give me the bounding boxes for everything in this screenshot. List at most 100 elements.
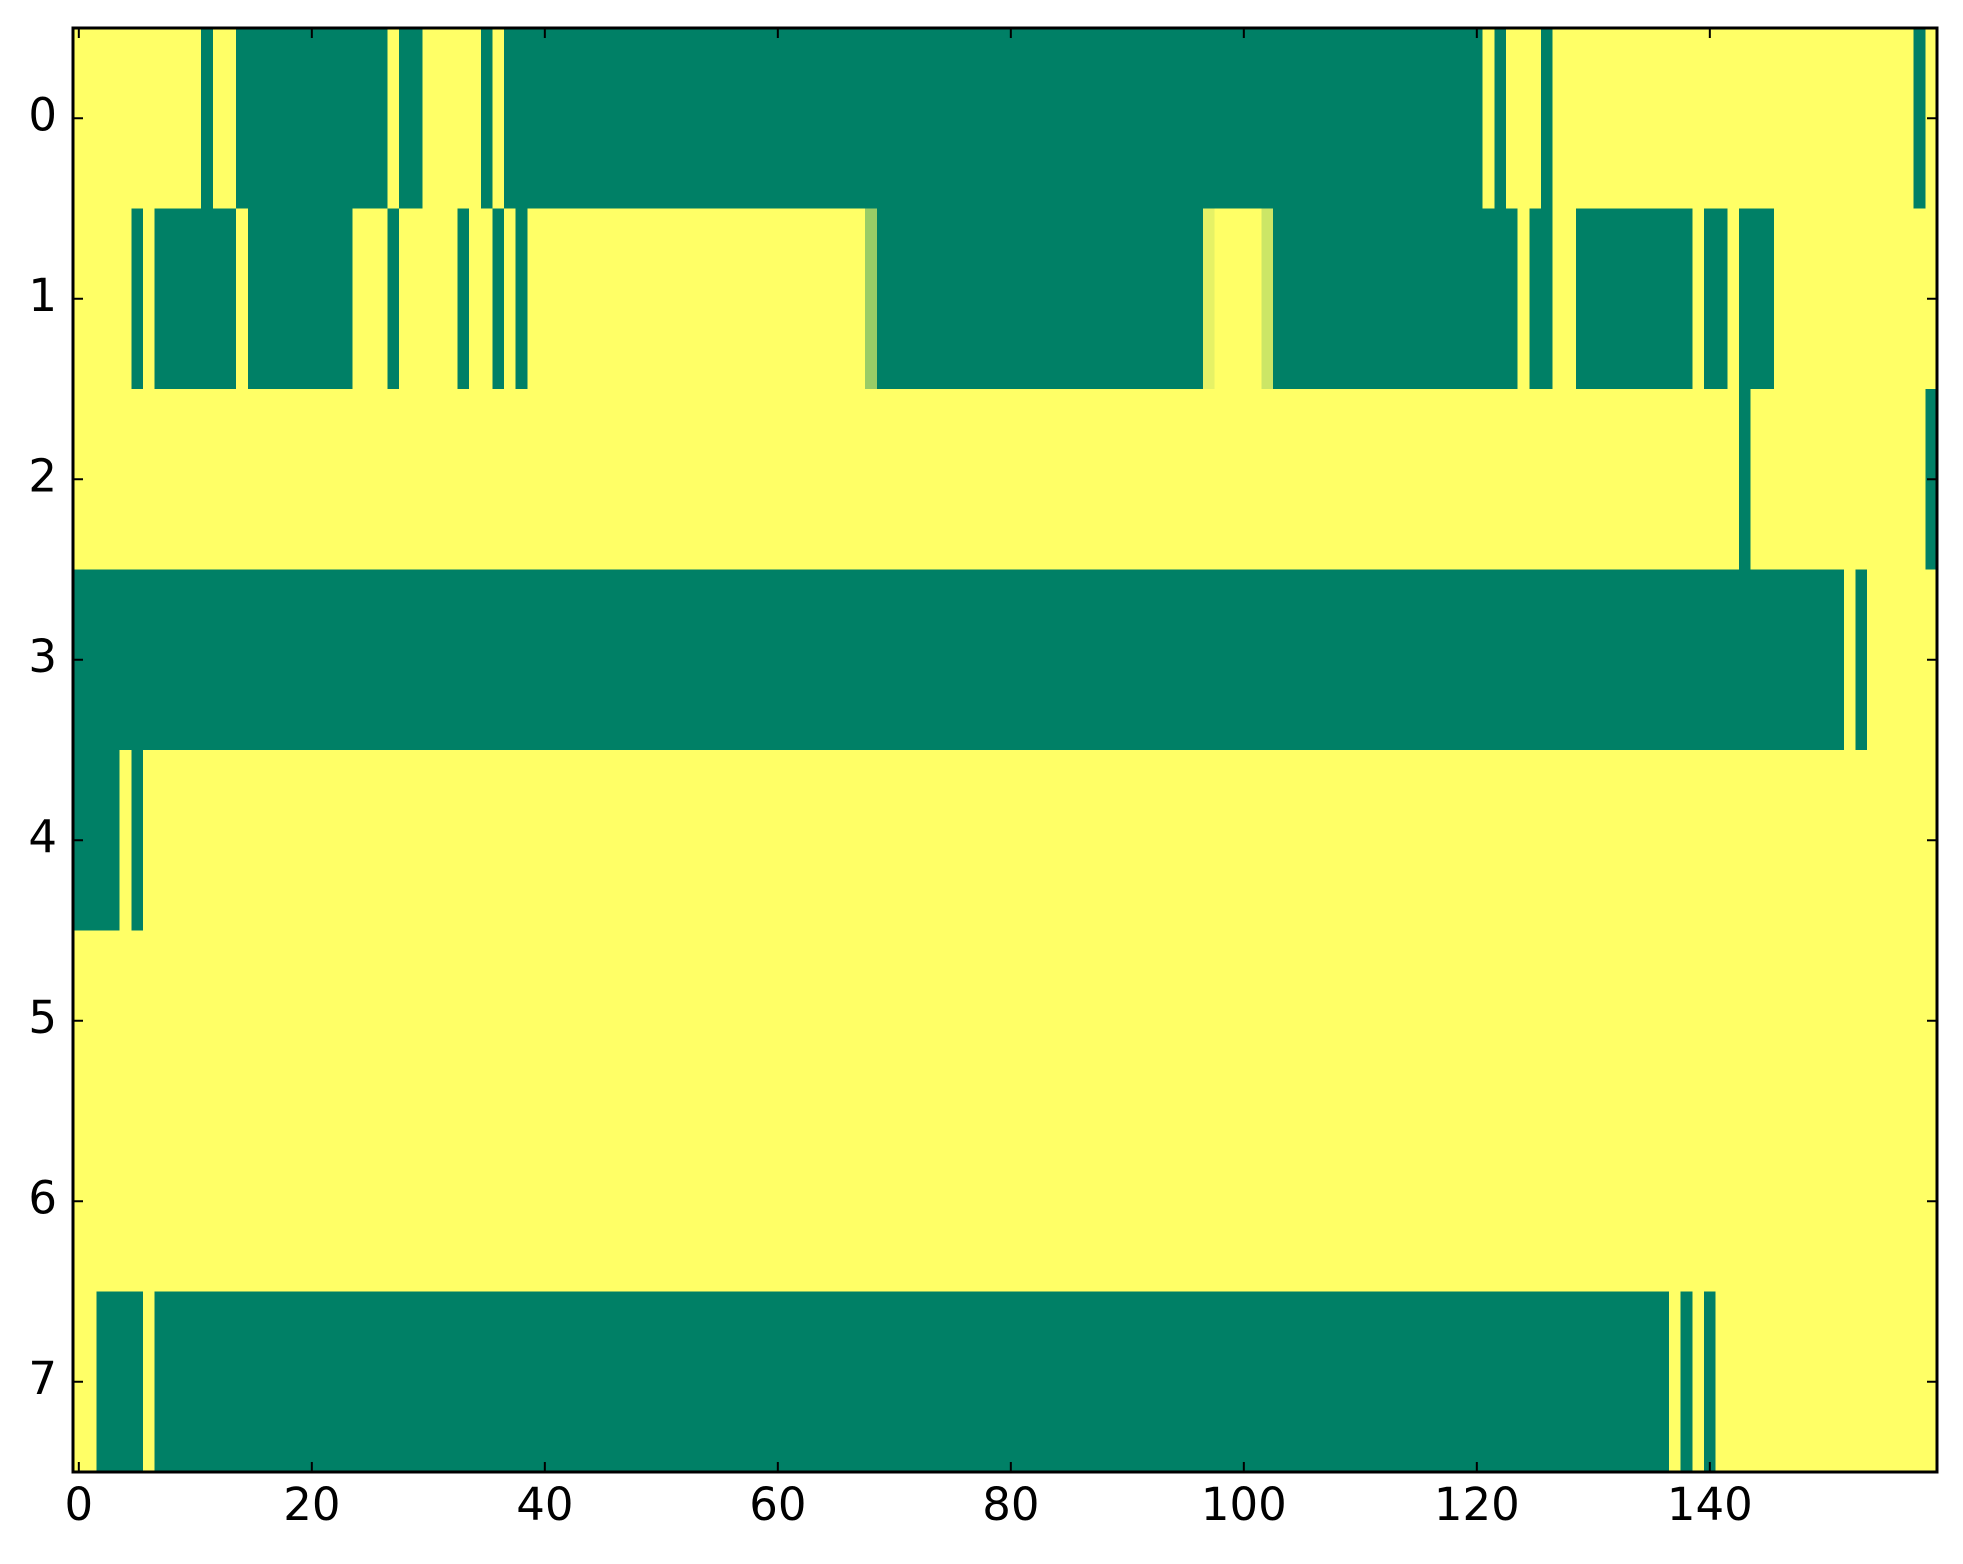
cell xyxy=(841,569,855,751)
cell xyxy=(469,750,482,932)
cell xyxy=(1634,1291,1647,1473)
cell xyxy=(1156,1291,1169,1473)
cell xyxy=(1878,389,1891,571)
cell xyxy=(166,28,179,210)
cell xyxy=(527,569,540,751)
cell xyxy=(970,389,983,571)
cell xyxy=(1412,208,1425,390)
cell xyxy=(643,28,657,210)
cell xyxy=(154,28,167,210)
cell xyxy=(1354,389,1367,571)
cell xyxy=(1238,569,1251,751)
cell xyxy=(1587,750,1600,932)
cell xyxy=(783,930,796,1112)
cell xyxy=(1797,1291,1810,1473)
cell xyxy=(422,569,435,751)
cell xyxy=(1808,28,1822,210)
cell xyxy=(107,28,121,210)
cell xyxy=(1296,750,1309,932)
cell xyxy=(107,569,121,751)
cell xyxy=(573,389,587,571)
cell xyxy=(865,1111,878,1293)
cell xyxy=(212,1291,226,1473)
cell xyxy=(620,1291,633,1473)
cell xyxy=(119,1111,132,1293)
cell xyxy=(1005,389,1018,571)
cell xyxy=(527,208,540,390)
cell xyxy=(1436,208,1449,390)
cell xyxy=(1669,28,1682,210)
cell xyxy=(1669,930,1682,1112)
cell xyxy=(643,930,657,1112)
cell xyxy=(1168,389,1181,571)
cell xyxy=(1657,389,1670,571)
cell xyxy=(958,28,971,210)
cell xyxy=(399,389,412,571)
cell xyxy=(504,750,517,932)
cell xyxy=(294,208,307,390)
cell xyxy=(1226,750,1239,932)
cell xyxy=(142,930,156,1112)
cell xyxy=(212,208,226,390)
cell xyxy=(410,1291,424,1473)
cell xyxy=(352,389,365,571)
cell xyxy=(504,569,517,751)
cell xyxy=(1564,208,1577,390)
cell xyxy=(154,750,167,932)
cell xyxy=(306,28,319,210)
cell xyxy=(107,208,121,390)
cell xyxy=(1494,208,1507,390)
cell xyxy=(1715,750,1728,932)
cell xyxy=(375,1111,389,1293)
cell xyxy=(410,750,424,932)
cell xyxy=(970,208,983,390)
cell xyxy=(760,389,773,571)
cell xyxy=(1121,208,1134,390)
cell xyxy=(737,389,750,571)
cell xyxy=(678,389,692,571)
cell xyxy=(1657,569,1670,751)
cell xyxy=(1832,569,1845,751)
cell xyxy=(201,208,214,390)
cell xyxy=(1307,750,1321,932)
cell xyxy=(1773,208,1787,390)
cell xyxy=(830,28,843,210)
cell xyxy=(1704,389,1717,571)
cell xyxy=(911,1291,925,1473)
cell xyxy=(1028,750,1041,932)
cell xyxy=(1249,208,1262,390)
cell xyxy=(573,750,587,932)
cell xyxy=(725,28,738,210)
cell xyxy=(1575,208,1589,390)
cell xyxy=(340,1291,354,1473)
cell xyxy=(737,28,750,210)
cell xyxy=(1727,569,1740,751)
cell xyxy=(1785,1291,1798,1473)
cell xyxy=(795,28,808,210)
cell xyxy=(678,1291,692,1473)
cell xyxy=(166,930,179,1112)
cell xyxy=(1447,208,1460,390)
cell xyxy=(515,1111,528,1293)
cell xyxy=(1540,389,1554,571)
cell xyxy=(900,208,913,390)
cell xyxy=(154,1111,167,1293)
cell xyxy=(725,1111,738,1293)
cell xyxy=(201,28,214,210)
cell xyxy=(795,1111,808,1293)
cell xyxy=(422,389,435,571)
cell xyxy=(96,28,109,210)
cell xyxy=(189,1291,202,1473)
cell xyxy=(1890,1111,1903,1293)
cell xyxy=(387,1291,400,1473)
cell xyxy=(830,1111,843,1293)
cell xyxy=(1366,28,1379,210)
cell xyxy=(1342,28,1356,210)
cell xyxy=(935,750,948,932)
cell xyxy=(1750,569,1763,751)
cell xyxy=(1156,930,1169,1112)
cell xyxy=(539,28,552,210)
y-tick-label: 5 xyxy=(28,991,57,1044)
cell xyxy=(946,930,959,1112)
cell xyxy=(981,1111,994,1293)
